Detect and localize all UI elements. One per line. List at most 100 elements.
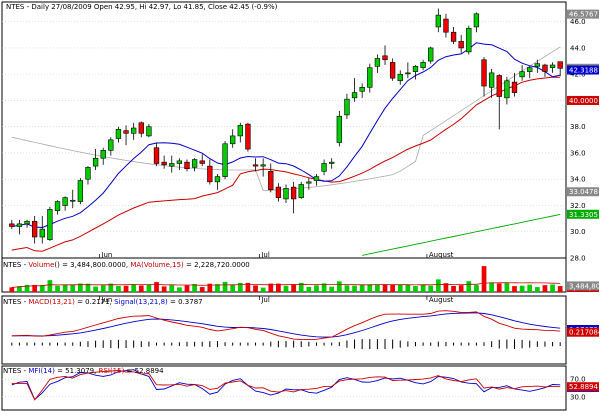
volume-bar: [306, 286, 312, 292]
candle-body: [435, 14, 441, 28]
candle-body: [153, 147, 160, 164]
month-label: August: [429, 296, 454, 304]
mfi-line: [11, 369, 561, 401]
volume-bar: [458, 285, 464, 292]
candle-24: [191, 158, 198, 172]
candle-body: [473, 13, 480, 28]
volume-bar: [397, 284, 403, 292]
candle-9: [77, 177, 84, 205]
volume-bar: [504, 282, 510, 292]
volume-bar: [413, 286, 418, 292]
candle-18: [146, 124, 152, 138]
candle-body: [496, 75, 502, 97]
mfi-badge-1: 52.8894: [567, 382, 599, 392]
volume-bar: [276, 283, 281, 292]
mfi-y-ticks: 70.0 30.0: [2, 376, 586, 401]
volume-bar: [70, 284, 76, 292]
candle-33: [260, 158, 266, 177]
price-badge-bg: [567, 209, 599, 219]
volume-bar: [291, 284, 296, 292]
price-badge-bg: [567, 9, 599, 19]
volume-legend-prefix: NTES -: [3, 261, 28, 269]
volume-bar: [405, 284, 411, 292]
volume-bar: [321, 283, 327, 292]
price-tick-label: 38.0: [570, 123, 586, 131]
candle-6: [54, 200, 61, 215]
volume-bar: [283, 285, 289, 292]
candle-26: [207, 159, 213, 185]
candle-57: [443, 13, 449, 38]
price-candles: [9, 8, 563, 244]
candle-body: [222, 143, 228, 177]
candle-3: [31, 215, 38, 244]
volume-bar: [17, 286, 22, 292]
candle-5: [47, 206, 53, 241]
macd-panel: Jun Jul August 0.3787230.217084 NTES - MAC…: [1, 295, 600, 365]
candle-body: [230, 135, 236, 145]
month-label: Jun: [100, 296, 112, 304]
candle-body: [412, 66, 419, 72]
candle-body: [191, 159, 198, 168]
candle-55: [428, 46, 434, 64]
candle-body: [115, 129, 122, 139]
candle-body: [382, 55, 388, 61]
volume-bar: [39, 284, 45, 292]
candle-71: [549, 62, 556, 73]
candle-body: [70, 199, 76, 202]
volume-bar: [489, 282, 495, 292]
price-tick-label: 36.0: [570, 149, 586, 157]
volume-bar: [184, 285, 190, 292]
volume-legend-ma-value: = 2,228,720.0000: [184, 261, 250, 269]
candle-72: [557, 61, 563, 77]
volume-bar: [451, 286, 456, 292]
volume-bar: [352, 285, 357, 292]
price-tick-label: 44.0: [570, 44, 586, 52]
price-badge-2: 42.3188: [567, 65, 599, 75]
volume-bar: [116, 286, 121, 292]
month-label: August: [429, 251, 454, 259]
ma-slow-line: [11, 76, 561, 252]
candle-1: [16, 219, 23, 235]
candle-39: [306, 177, 312, 190]
candle-body: [260, 164, 266, 167]
volume-bar: [131, 284, 137, 292]
candle-67: [519, 65, 525, 81]
candle-69: [534, 59, 541, 73]
volume-bar: [55, 285, 60, 292]
candle-53: [412, 65, 419, 80]
candle-body: [24, 220, 30, 225]
volume-bar: [253, 285, 258, 292]
volume-bar: [177, 287, 182, 292]
volume-bar: [420, 284, 426, 292]
candle-7: [62, 196, 68, 211]
candle-21: [169, 155, 175, 173]
candle-body: [47, 209, 53, 240]
volume-bar: [161, 286, 167, 292]
volume-bar: [24, 284, 30, 292]
candle-body: [306, 181, 312, 184]
candle-0: [9, 219, 15, 230]
price-badge-3: 40.0000: [567, 95, 599, 105]
volume-legend-series: Volume: [28, 261, 54, 269]
candle-body: [389, 62, 396, 79]
macd-badge-bg: [567, 327, 599, 337]
volume-bar: [146, 284, 152, 292]
volume-bar: [268, 283, 274, 292]
price-panel-frame: [1, 1, 567, 259]
volume-bar: [390, 284, 395, 292]
volume-legend-value: () = 3,484,800.0000,: [54, 261, 130, 269]
candle-17: [138, 121, 144, 138]
price-tick-label: 30.0: [570, 228, 586, 236]
price-badge-bg: [567, 187, 599, 197]
volume-bar: [123, 285, 129, 292]
candle-2: [24, 219, 30, 228]
candle-body: [313, 176, 320, 181]
mfi-badge-bg: [567, 382, 599, 392]
candle-body: [504, 80, 510, 99]
candle-body: [138, 122, 144, 134]
candle-64: [496, 74, 502, 130]
candle-62: [481, 57, 487, 97]
volume-bar: [474, 285, 479, 292]
candle-52: [405, 62, 411, 79]
volume-badge-bg: [567, 281, 599, 291]
